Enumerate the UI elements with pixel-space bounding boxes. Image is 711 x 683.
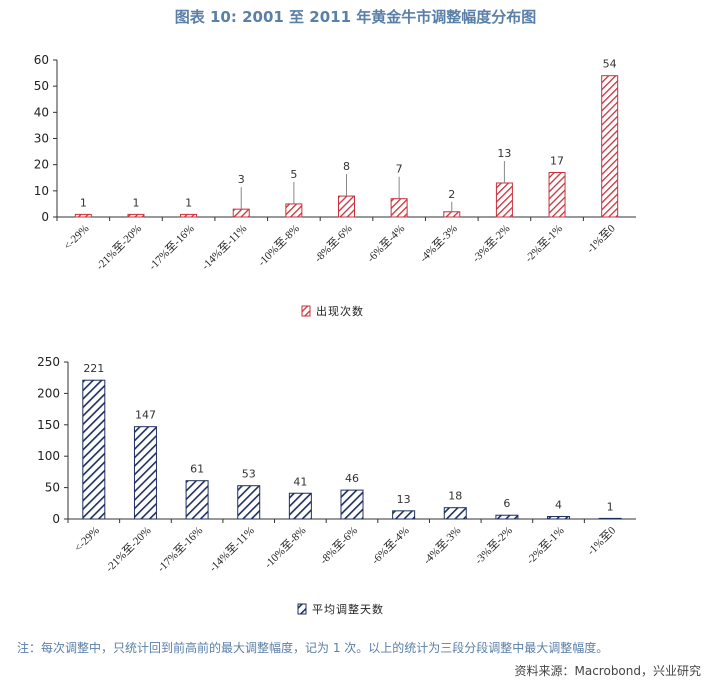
data-label: 41 xyxy=(293,475,307,488)
data-label: 3 xyxy=(238,173,245,186)
x-category-label: -6%至-4% xyxy=(365,223,407,265)
data-label: 1 xyxy=(80,196,87,209)
bar xyxy=(133,426,157,520)
y-tick-label: 30 xyxy=(34,132,49,146)
x-category-label: -10%至-8% xyxy=(256,223,302,269)
bar xyxy=(338,195,355,218)
legend-swatch xyxy=(297,603,307,615)
bar xyxy=(82,379,106,520)
data-label: 46 xyxy=(345,472,359,485)
data-label: 8 xyxy=(343,160,350,173)
page-title: 图表 10: 2001 至 2011 年黄金牛市调整幅度分布图 xyxy=(174,8,537,26)
bar xyxy=(443,211,461,218)
x-category-label: -21%至-20% xyxy=(104,525,154,575)
data-label: 6 xyxy=(503,497,510,510)
data-label: 1 xyxy=(185,196,192,209)
x-category-label: <-29% xyxy=(72,525,102,555)
y-tick-label: 200 xyxy=(37,386,60,400)
data-label: 1 xyxy=(132,196,139,209)
x-category-label: -1%至0 xyxy=(585,222,618,255)
bar xyxy=(237,485,261,520)
data-label: 17 xyxy=(550,155,564,168)
legend: 出现次数 xyxy=(301,304,364,318)
x-category-label: -17%至-16% xyxy=(155,525,205,575)
x-category-label: -2%至-1% xyxy=(524,525,566,567)
data-label: 2 xyxy=(448,188,455,201)
bar xyxy=(443,507,467,520)
bar xyxy=(74,213,92,218)
footnote: 注：每次调整中，只统计回到前高前的最大调整幅度，记为 1 次。以上的统计为三段分… xyxy=(17,641,609,655)
data-label: 221 xyxy=(83,362,104,375)
legend-swatch xyxy=(301,305,311,317)
data-label: 5 xyxy=(290,168,297,181)
y-tick-label: 60 xyxy=(34,53,49,67)
x-category-label: -14%至-11% xyxy=(200,223,250,273)
bar xyxy=(601,75,619,218)
x-category-label: -21%至-20% xyxy=(94,223,144,273)
source-credit: 资料来源：Macrobond，兴业研究 xyxy=(514,664,702,678)
bar xyxy=(547,515,571,520)
x-category-label: -4%至-3% xyxy=(418,223,460,265)
bar xyxy=(495,182,513,218)
y-tick-label: 100 xyxy=(37,449,60,463)
data-label: 4 xyxy=(555,498,562,511)
bar xyxy=(127,213,145,218)
data-label: 1 xyxy=(607,500,614,513)
bar xyxy=(390,198,408,218)
x-category-label: -10%至-8% xyxy=(262,525,308,571)
x-category-label: -3%至-2% xyxy=(473,525,515,567)
bar xyxy=(495,514,519,520)
data-label: 147 xyxy=(135,409,156,422)
x-category-label: <-29% xyxy=(62,223,92,253)
data-label: 54 xyxy=(603,58,617,71)
bar xyxy=(180,213,198,218)
legend-label: 平均调整天数 xyxy=(312,602,384,616)
legend-label: 出现次数 xyxy=(316,304,364,318)
y-tick-label: 50 xyxy=(34,79,49,93)
y-tick-label: 40 xyxy=(34,105,49,119)
bar xyxy=(232,208,250,218)
bar xyxy=(288,492,312,520)
data-label: 13 xyxy=(497,147,511,160)
x-category-label: -8%至-6% xyxy=(318,525,360,567)
legend: 平均调整天数 xyxy=(297,602,384,616)
y-tick-label: 20 xyxy=(34,158,49,172)
bar xyxy=(285,203,303,218)
bar xyxy=(340,489,364,520)
x-category-label: -4%至-3% xyxy=(421,525,463,567)
occurrence-count-chart: 0 10 20 30 40 50 60 1 <-29% 1 -21%至-20% 1 -17%至-16% 3… xyxy=(34,53,636,318)
bar xyxy=(598,517,622,520)
data-label: 13 xyxy=(397,493,411,506)
x-category-label: -1%至0 xyxy=(585,524,618,557)
data-label: 53 xyxy=(242,468,256,481)
x-category-label: -17%至-16% xyxy=(147,223,197,273)
y-tick-label: 10 xyxy=(34,184,49,198)
bar xyxy=(185,480,209,520)
y-tick-label: 250 xyxy=(37,355,60,369)
data-label: 61 xyxy=(190,463,204,476)
y-tick-label: 50 xyxy=(45,481,60,495)
y-tick-label: 0 xyxy=(41,210,49,224)
y-tick-label: 0 xyxy=(52,512,60,526)
y-tick-label: 150 xyxy=(37,418,60,432)
bar xyxy=(392,510,416,520)
bar xyxy=(548,172,566,218)
x-category-label: -3%至-2% xyxy=(470,223,512,265)
data-label: 7 xyxy=(396,163,403,176)
x-category-label: -6%至-4% xyxy=(370,525,412,567)
data-label: 18 xyxy=(448,490,462,503)
x-category-label: -14%至-11% xyxy=(207,525,257,575)
x-category-label: -8%至-6% xyxy=(312,223,354,265)
x-category-label: -2%至-1% xyxy=(523,223,565,265)
